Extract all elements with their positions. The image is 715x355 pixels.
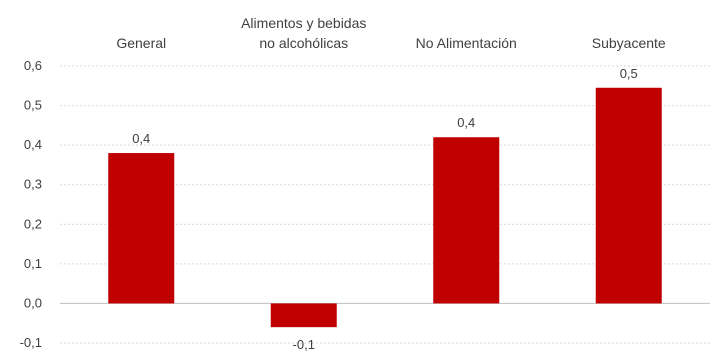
y-tick-label: 0,5: [24, 98, 42, 113]
data-labels: 0,4 -0,1 0,4 0,5: [132, 66, 638, 352]
bar: [270, 303, 337, 328]
bars: [108, 87, 662, 328]
data-label: -0,1: [293, 337, 315, 352]
y-tick-label: 0,3: [24, 177, 42, 192]
bar: [108, 153, 175, 304]
y-tick-label: 0,0: [24, 295, 42, 310]
y-axis-tick-labels: 0,6 0,5 0,4 0,3 0,2 0,1 0,0 -0,1: [20, 58, 42, 350]
y-tick-label: 0,6: [24, 58, 42, 73]
category-label: no alcohólicas: [259, 35, 348, 51]
bar: [433, 137, 500, 304]
category-label: Subyacente: [592, 35, 666, 51]
category-label: Alimentos y bebidas: [241, 15, 366, 31]
bar: [595, 87, 662, 304]
category-labels: General Alimentos y bebidas no alcohólicas…: [116, 15, 666, 51]
y-tick-label: 0,4: [24, 137, 42, 152]
y-tick-label: 0,2: [24, 216, 42, 231]
y-tick-label: -0,1: [20, 335, 42, 350]
y-tick-label: 0,1: [24, 256, 42, 271]
data-label: 0,4: [457, 115, 475, 130]
category-label: General: [116, 35, 166, 51]
data-label: 0,4: [132, 131, 150, 146]
data-label: 0,5: [620, 66, 638, 81]
category-label: No Alimentación: [416, 35, 517, 51]
